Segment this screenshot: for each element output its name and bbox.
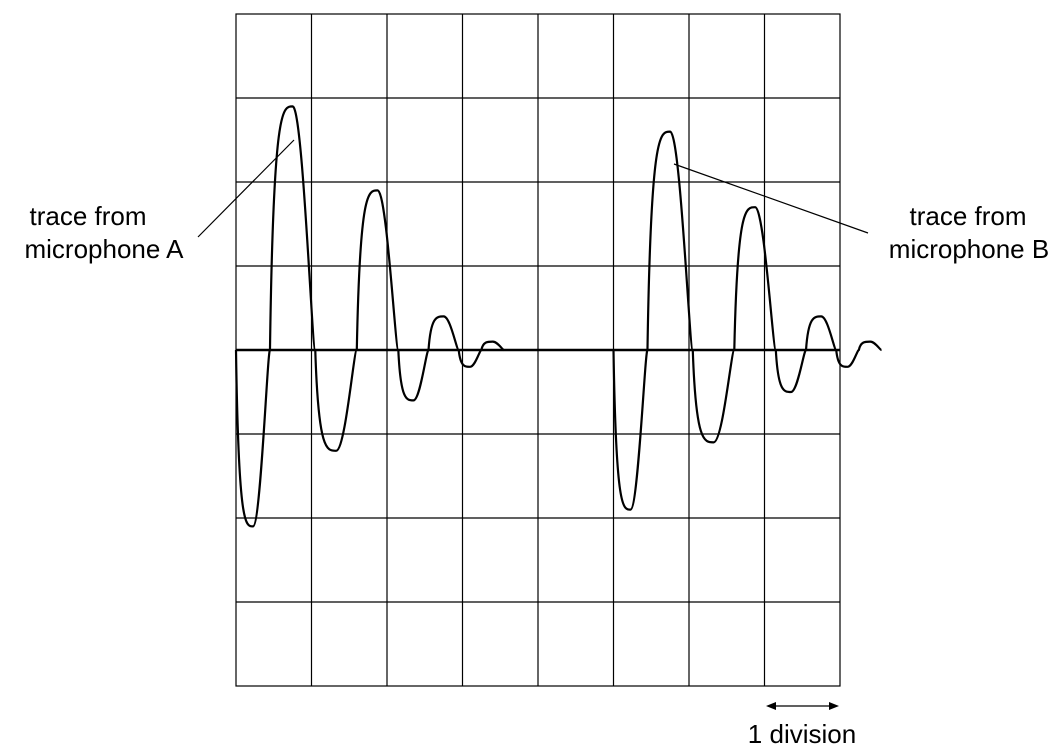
trace-microphone-a <box>234 105 505 528</box>
oscilloscope-grid <box>235 13 841 687</box>
label-trace-b-line1: trace from <box>909 201 1026 231</box>
division-scale-arrow <box>766 702 839 710</box>
leader-line-a <box>197 139 295 238</box>
label-trace-a-line2: microphone A <box>25 234 185 264</box>
scale-label: 1 division <box>748 719 856 749</box>
label-trace-b-line2: microphone B <box>889 234 1049 264</box>
leader-line-b <box>673 163 869 234</box>
label-trace-a-line1: trace from <box>29 201 146 231</box>
trace-microphone-b <box>612 130 882 511</box>
